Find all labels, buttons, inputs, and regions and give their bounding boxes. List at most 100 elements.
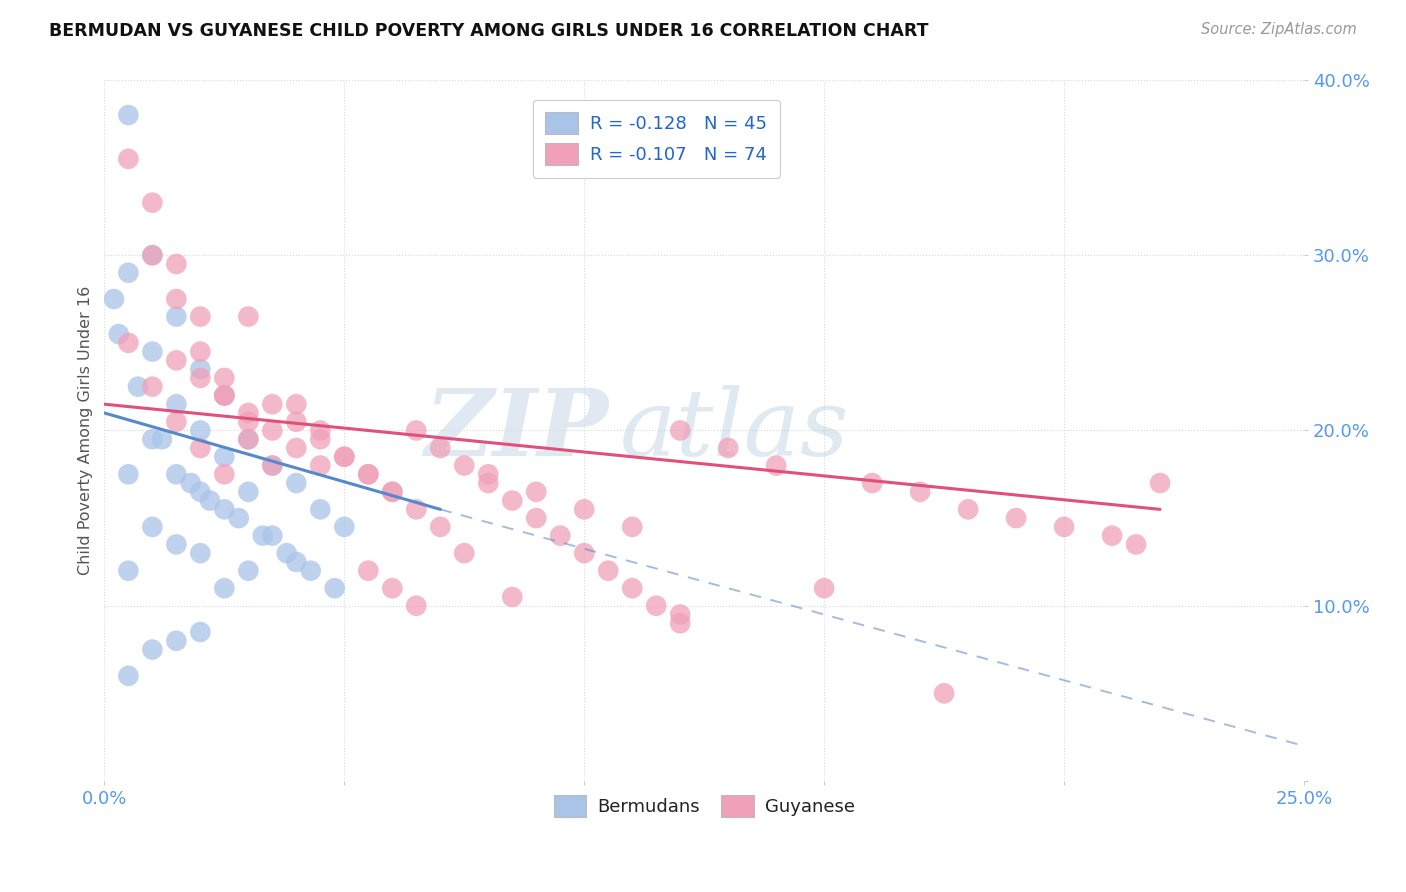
Point <box>621 581 644 595</box>
Point <box>252 528 274 542</box>
Point <box>262 458 284 473</box>
Point <box>188 625 211 640</box>
Point <box>188 546 211 560</box>
Point <box>141 642 163 657</box>
Point <box>309 458 332 473</box>
Point <box>117 152 139 166</box>
Point <box>276 546 298 560</box>
Point <box>309 424 332 438</box>
Point <box>214 371 236 385</box>
Point <box>188 424 211 438</box>
Point <box>214 502 236 516</box>
Legend: Bermudans, Guyanese: Bermudans, Guyanese <box>547 788 862 824</box>
Point <box>107 327 129 342</box>
Point <box>309 432 332 446</box>
Point <box>333 520 356 534</box>
Point <box>765 458 787 473</box>
Point <box>299 564 322 578</box>
Point <box>323 581 346 595</box>
Point <box>238 564 260 578</box>
Point <box>238 406 260 420</box>
Point <box>669 616 692 631</box>
Point <box>501 590 523 604</box>
Point <box>165 257 187 271</box>
Point <box>357 467 380 482</box>
Point <box>381 484 404 499</box>
Point <box>165 292 187 306</box>
Y-axis label: Child Poverty Among Girls Under 16: Child Poverty Among Girls Under 16 <box>79 285 93 575</box>
Point <box>285 415 308 429</box>
Point <box>285 555 308 569</box>
Point <box>524 484 547 499</box>
Point <box>381 484 404 499</box>
Point <box>477 467 499 482</box>
Point <box>117 266 139 280</box>
Point <box>357 564 380 578</box>
Point <box>238 484 260 499</box>
Point <box>285 441 308 455</box>
Point <box>165 537 187 551</box>
Point <box>957 502 980 516</box>
Point <box>262 397 284 411</box>
Point <box>262 458 284 473</box>
Point <box>180 476 202 491</box>
Point <box>117 335 139 350</box>
Point <box>285 397 308 411</box>
Point <box>574 546 596 560</box>
Point <box>1053 520 1076 534</box>
Point <box>214 450 236 464</box>
Text: atlas: atlas <box>620 385 849 475</box>
Point <box>453 546 475 560</box>
Point <box>429 441 451 455</box>
Point <box>621 520 644 534</box>
Point <box>198 493 221 508</box>
Point <box>333 450 356 464</box>
Point <box>598 564 620 578</box>
Point <box>1149 476 1171 491</box>
Point <box>309 502 332 516</box>
Point <box>141 520 163 534</box>
Point <box>813 581 835 595</box>
Point <box>214 388 236 402</box>
Point <box>238 415 260 429</box>
Point <box>141 432 163 446</box>
Point <box>141 379 163 393</box>
Point <box>262 424 284 438</box>
Point <box>405 502 427 516</box>
Point <box>405 424 427 438</box>
Point <box>117 108 139 122</box>
Point <box>141 344 163 359</box>
Point <box>141 248 163 262</box>
Point <box>214 388 236 402</box>
Point <box>127 379 149 393</box>
Point <box>117 669 139 683</box>
Point <box>908 484 931 499</box>
Point <box>238 432 260 446</box>
Point <box>214 467 236 482</box>
Point <box>188 310 211 324</box>
Point <box>262 528 284 542</box>
Point <box>429 520 451 534</box>
Point <box>150 432 173 446</box>
Point <box>574 502 596 516</box>
Point <box>165 415 187 429</box>
Point <box>188 371 211 385</box>
Point <box>165 633 187 648</box>
Point <box>669 424 692 438</box>
Point <box>381 581 404 595</box>
Point <box>285 476 308 491</box>
Point <box>228 511 250 525</box>
Point <box>333 450 356 464</box>
Point <box>645 599 668 613</box>
Point <box>117 564 139 578</box>
Point <box>238 310 260 324</box>
Point <box>165 397 187 411</box>
Point <box>238 432 260 446</box>
Point <box>860 476 883 491</box>
Point <box>477 476 499 491</box>
Point <box>165 353 187 368</box>
Point <box>165 467 187 482</box>
Point <box>103 292 125 306</box>
Point <box>141 195 163 210</box>
Point <box>717 441 740 455</box>
